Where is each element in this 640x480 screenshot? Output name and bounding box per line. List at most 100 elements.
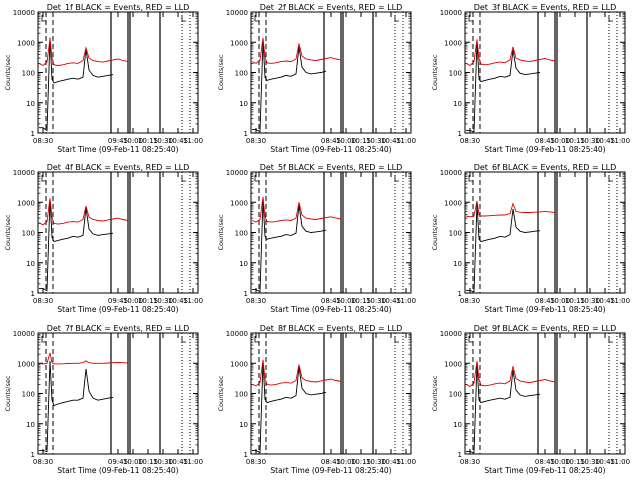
y-tick-label: 10 [239, 100, 248, 108]
x-tick-label: 10:30 [580, 297, 600, 305]
x-tick-label: 09:45 [108, 458, 128, 466]
y-tick-label: 100 [22, 391, 35, 399]
y-tick-label: 1 [458, 451, 462, 459]
x-tick-label: 10:00 [336, 297, 356, 305]
x-tick-label: 10:45 [168, 297, 188, 305]
x-axis-label: Start Time (09-Feb-11 08:25:40) [57, 145, 178, 154]
saa-bracket-mark [394, 336, 399, 343]
x-tick-label: 10:45 [595, 297, 615, 305]
x-tick-label: 08:30 [460, 137, 480, 145]
series-line-events [466, 203, 541, 293]
saa-bracket-mark [254, 15, 259, 22]
detector-panel-6: 1 10 100 1000 10000 08:30 08:4510:0010:1510:30… [431, 163, 630, 314]
saa-bracket-mark [181, 336, 186, 343]
saa-bracket-mark [468, 175, 473, 182]
x-axis-label: Start Time (09-Feb-11 08:25:40) [57, 305, 178, 314]
plot-frame [250, 11, 412, 134]
y-tick-label: 1000 [230, 199, 248, 207]
y-axis-label: Counts/sec [217, 54, 225, 90]
x-tick-label: 10:00 [123, 297, 143, 305]
x-tick-label: 10:15 [351, 297, 371, 305]
y-tick-label: 10000 [13, 9, 35, 17]
x-tick-label: 10:45 [595, 137, 615, 145]
x-tick-label: 11:00 [183, 297, 203, 305]
x-tick-label: 08:30 [246, 458, 266, 466]
x-axis-label: Start Time (09-Feb-11 08:25:40) [57, 466, 178, 475]
y-tick-label: 10000 [226, 9, 248, 17]
x-tick-label: 11:00 [183, 137, 203, 145]
x-axis-label: Start Time (09-Feb-11 08:25:40) [484, 145, 605, 154]
y-axis-label: Counts/sec [4, 214, 12, 250]
panel-title: Det_8f BLACK = Events, RED = LLD [260, 324, 403, 333]
detector-panel-7: 1 10 100 1000 10000 08:30 09:4510:0010:1510:30… [4, 324, 203, 475]
y-tick-label: 1 [458, 290, 462, 298]
saa-bracket-mark [394, 175, 399, 182]
y-tick-label: 10000 [440, 330, 462, 338]
y-tick-label: 10000 [226, 169, 248, 177]
plot-frame [464, 332, 626, 455]
x-tick-label: 10:15 [351, 137, 371, 145]
x-tick-label: 10:00 [550, 297, 570, 305]
plot-frame [250, 171, 412, 294]
x-tick-label: 10:00 [336, 137, 356, 145]
y-tick-label: 1 [458, 130, 462, 138]
x-tick-label: 10:15 [351, 458, 371, 466]
series-line-lld [38, 38, 129, 67]
x-tick-label: 08:30 [460, 458, 480, 466]
x-tick-label: 10:15 [138, 297, 158, 305]
x-tick-label: 10:30 [153, 458, 173, 466]
y-tick-label: 1000 [17, 199, 35, 207]
x-axis-label: Start Time (09-Feb-11 08:25:40) [484, 466, 605, 475]
x-tick-label: 11:00 [610, 137, 630, 145]
series-line-lld [38, 198, 129, 226]
y-axis-label: Counts/sec [4, 54, 12, 90]
x-tick-label: 08:30 [246, 137, 266, 145]
x-tick-label: 10:15 [138, 137, 158, 145]
x-tick-label: 10:45 [381, 137, 401, 145]
x-tick-label: 11:00 [396, 297, 416, 305]
plot-frame [250, 332, 412, 455]
x-tick-label: 11:00 [610, 458, 630, 466]
y-tick-label: 10 [453, 260, 462, 268]
x-tick-label: 10:15 [138, 458, 158, 466]
saa-bracket-mark [41, 336, 46, 343]
y-tick-label: 1 [31, 130, 35, 138]
series-line-lld [251, 359, 342, 387]
y-tick-label: 100 [235, 391, 248, 399]
x-axis-label: Start Time (09-Feb-11 08:25:40) [270, 305, 391, 314]
x-tick-label: 11:00 [183, 458, 203, 466]
saa-bracket-mark [608, 336, 613, 343]
detector-panel-1: 1 10 100 1000 10000 08:30 09:4510:0010:1510:30… [4, 3, 203, 154]
plot-frame [37, 11, 199, 134]
x-tick-label: 10:15 [565, 458, 585, 466]
x-tick-label: 10:15 [565, 297, 585, 305]
x-tick-label: 08:45 [321, 458, 341, 466]
y-tick-label: 100 [22, 70, 35, 78]
y-tick-label: 10 [239, 421, 248, 429]
y-tick-label: 1 [244, 130, 248, 138]
panel-title: Det_1f BLACK = Events, RED = LLD [47, 3, 190, 12]
series-line-events [466, 40, 541, 133]
series-line-lld [251, 196, 342, 223]
y-axis-label: Counts/sec [4, 375, 12, 411]
x-tick-label: 08:30 [33, 458, 53, 466]
y-axis-label: Counts/sec [431, 214, 439, 250]
series-line-lld [38, 352, 129, 365]
series-line-events [39, 360, 114, 453]
x-tick-label: 10:45 [381, 297, 401, 305]
x-tick-label: 10:30 [366, 137, 386, 145]
y-tick-label: 100 [235, 70, 248, 78]
x-tick-label: 10:45 [168, 137, 188, 145]
saa-bracket-mark [468, 15, 473, 22]
plot-frame [464, 171, 626, 294]
y-tick-label: 1 [31, 451, 35, 459]
x-tick-label: 10:15 [565, 137, 585, 145]
y-tick-label: 1000 [230, 39, 248, 47]
x-tick-label: 10:45 [595, 458, 615, 466]
x-tick-label: 10:00 [550, 137, 570, 145]
y-tick-label: 10 [453, 421, 462, 429]
x-tick-label: 10:30 [580, 137, 600, 145]
y-tick-label: 100 [449, 70, 462, 78]
x-tick-label: 08:45 [321, 137, 341, 145]
